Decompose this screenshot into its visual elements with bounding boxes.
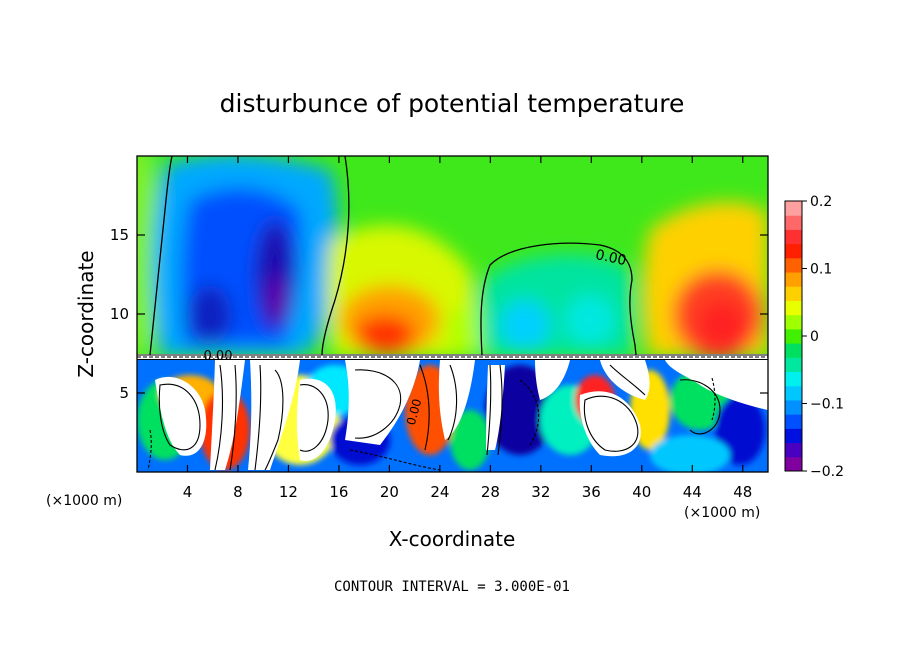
y-tick-label: 5	[119, 384, 129, 402]
contour-line	[214, 364, 224, 471]
colorbar-segment	[785, 428, 802, 444]
x-tick-label: 32	[531, 483, 550, 501]
contour-label-upper: 0.00	[594, 247, 628, 269]
cool-core-center	[500, 300, 550, 350]
zero-contour-left-cell	[321, 156, 350, 356]
lower-layer	[137, 358, 768, 472]
lower-blob	[650, 435, 730, 472]
colorbar-segment	[785, 328, 802, 344]
colorbar-segment	[785, 414, 802, 429]
y-axis-label: Z-coordinate	[74, 250, 98, 377]
x-axis: 4 8 12 16 20 24 28 32 36 40 44 48	[183, 156, 752, 501]
upper-contours	[149, 156, 637, 356]
contour-line	[264, 369, 284, 471]
x-tick-label: 4	[183, 483, 193, 501]
x-tick-label: 20	[380, 483, 399, 501]
saturated-region	[155, 376, 207, 456]
colorbar-tick-label: −0.1	[810, 397, 844, 413]
colorbar-segment	[785, 229, 802, 245]
saturated-region	[665, 360, 768, 410]
colorbar-segment	[785, 456, 802, 472]
warm-core-right-inner	[697, 300, 747, 350]
colorbar-segment	[785, 300, 802, 316]
saturated-region	[600, 360, 650, 400]
contour-line	[299, 384, 329, 452]
lower-contours	[147, 364, 721, 471]
x-tick-label: 28	[481, 483, 500, 501]
contour-line	[447, 364, 458, 441]
contour-line	[158, 383, 201, 451]
y-axis: 5 10 15	[110, 226, 768, 402]
contour-label-lower: 0.00	[404, 397, 424, 426]
colorbar-ticks: 0.2 0.1 0 −0.1 −0.2	[802, 194, 844, 480]
colorbar-segment	[785, 243, 802, 259]
x-tick-label: 8	[233, 483, 243, 501]
contour-line	[147, 429, 152, 471]
lower-blob	[715, 395, 765, 465]
colorbar-segment	[785, 201, 802, 216]
contour-line	[229, 364, 237, 471]
colorbar-segment	[785, 257, 802, 273]
cold-core-a	[188, 285, 232, 345]
contour-line	[419, 364, 430, 451]
x-axis-label: X-coordinate	[389, 527, 516, 551]
colorbar	[785, 201, 802, 472]
contour-line	[486, 364, 492, 456]
cool-core-center-b	[565, 295, 615, 345]
cold-core-b	[255, 220, 295, 330]
zero-contour-center	[480, 242, 637, 356]
colorbar-segment	[785, 371, 802, 387]
x-tick-label: 44	[683, 483, 702, 501]
contour-line	[583, 395, 639, 452]
contour-line	[711, 377, 716, 421]
y-unit-label: (×1000 m)	[46, 493, 122, 509]
cold-core-c	[269, 275, 285, 325]
saturated-region	[345, 360, 420, 445]
warm-core-center-inner	[355, 315, 415, 355]
inversion-band	[137, 354, 768, 360]
contour-line	[254, 364, 262, 471]
x-unit-label: (×1000 m)	[684, 505, 760, 521]
contour-line	[354, 369, 402, 439]
x-tick-label: 24	[430, 483, 449, 501]
colorbar-segment	[785, 272, 802, 287]
colorbar-segment	[785, 442, 802, 458]
x-tick-label: 16	[329, 483, 348, 501]
saturated-region	[296, 378, 336, 461]
saturated-region	[535, 360, 570, 400]
x-tick-label: 12	[279, 483, 298, 501]
colorbar-tick-label: 0.1	[810, 262, 832, 278]
chart-title: disturbunce of potential temperature	[220, 89, 685, 118]
zero-contour-left	[149, 156, 173, 356]
colorbar-tick-label: 0.2	[810, 194, 832, 210]
upper-field	[137, 156, 768, 360]
colorbar-tick-label: 0	[810, 329, 819, 345]
contour-line	[497, 364, 503, 456]
colorbar-segment	[785, 215, 802, 230]
contour-line	[679, 379, 721, 435]
colorbar-segment	[785, 385, 802, 401]
y-tick-label: 10	[110, 305, 129, 323]
x-tick-label: 40	[632, 483, 651, 501]
x-tick-label: 36	[582, 483, 601, 501]
lower-blob	[450, 410, 490, 470]
colorbar-segment	[785, 399, 802, 415]
plot-area	[137, 156, 768, 472]
contour-line	[609, 364, 646, 396]
contour-label-band: 0.00	[204, 349, 233, 364]
x-tick-label: 48	[733, 483, 752, 501]
contour-interval: CONTOUR INTERVAL = 3.000E-01	[334, 579, 570, 595]
colorbar-segment	[785, 314, 802, 330]
colorbar-tick-label: −0.2	[810, 464, 844, 480]
colorbar-segment	[785, 286, 802, 301]
colorbar-segment	[785, 343, 802, 358]
colorbar-segment	[785, 357, 802, 373]
cool-anomaly-center	[478, 254, 634, 356]
contour-line	[519, 379, 540, 446]
y-tick-label: 15	[110, 226, 129, 244]
contour-line	[349, 449, 441, 471]
